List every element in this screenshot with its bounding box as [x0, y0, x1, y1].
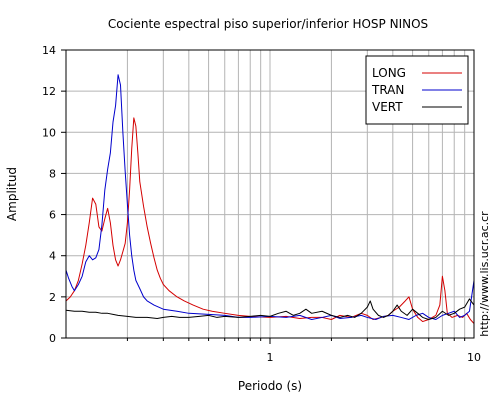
series-line-long: [65, 117, 475, 324]
chart-title: Cociente espectral piso superior/inferio…: [108, 17, 428, 31]
series-line-vert: [65, 298, 475, 320]
legend-label-vert: VERT: [372, 100, 403, 114]
source-url-label: http://www.lis.ucr.ac.cr: [478, 211, 491, 337]
y-tick-label: 6: [49, 209, 56, 222]
y-tick-label: 14: [42, 44, 56, 57]
legend: LONG TRAN VERT: [365, 55, 469, 125]
y-tick-label: 8: [49, 167, 56, 180]
x-tick-label: 1: [267, 351, 274, 364]
data-series: [65, 74, 475, 324]
x-tick-label: 10: [467, 351, 481, 364]
y-tick-label: 4: [49, 250, 56, 263]
y-tick-label: 2: [49, 291, 56, 304]
series-line-tran: [65, 74, 475, 320]
x-axis-label: Periodo (s): [238, 379, 302, 393]
legend-label-tran: TRAN: [371, 83, 404, 97]
grid-lines: [66, 50, 474, 338]
legend-label-long: LONG: [372, 66, 406, 80]
y-tick-label: 10: [42, 126, 56, 139]
axis-ticks: 0 2 4 6 8 10 12 14 1 10: [42, 44, 481, 364]
y-axis-label: Amplitud: [5, 167, 19, 221]
y-tick-label: 0: [49, 332, 56, 345]
y-tick-label: 12: [42, 85, 56, 98]
